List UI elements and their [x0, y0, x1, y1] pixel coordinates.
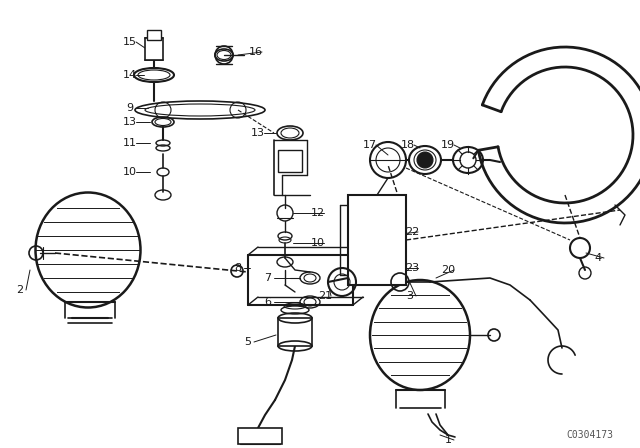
- Text: 10: 10: [123, 167, 137, 177]
- Text: 11: 11: [123, 138, 137, 148]
- Text: 12: 12: [311, 208, 325, 218]
- Text: C0304173: C0304173: [566, 430, 614, 440]
- Text: 5: 5: [244, 337, 252, 347]
- Text: 7: 7: [264, 273, 271, 283]
- Text: 17: 17: [363, 140, 377, 150]
- Text: 15: 15: [123, 37, 137, 47]
- Text: 19: 19: [441, 140, 455, 150]
- Text: 23: 23: [405, 263, 419, 273]
- Text: 16: 16: [249, 47, 263, 57]
- Text: 1: 1: [445, 435, 451, 445]
- Text: 14: 14: [123, 70, 137, 80]
- Text: 18: 18: [401, 140, 415, 150]
- Text: 4: 4: [595, 253, 602, 263]
- Text: 22: 22: [405, 227, 419, 237]
- Bar: [278, 318, 312, 346]
- Text: 8: 8: [234, 263, 241, 273]
- Text: 13: 13: [123, 117, 137, 127]
- Bar: [145, 38, 163, 60]
- Bar: [238, 428, 282, 444]
- Text: 13: 13: [251, 128, 265, 138]
- Text: 9: 9: [127, 103, 134, 113]
- Text: 3: 3: [406, 291, 413, 301]
- Bar: [278, 150, 302, 172]
- Text: 6: 6: [264, 297, 271, 307]
- Text: 2: 2: [17, 285, 24, 295]
- Text: 10: 10: [311, 238, 325, 248]
- Text: 21: 21: [318, 291, 332, 301]
- Bar: [147, 30, 161, 40]
- Circle shape: [417, 152, 433, 168]
- Text: 20: 20: [441, 265, 455, 275]
- Bar: [348, 195, 406, 285]
